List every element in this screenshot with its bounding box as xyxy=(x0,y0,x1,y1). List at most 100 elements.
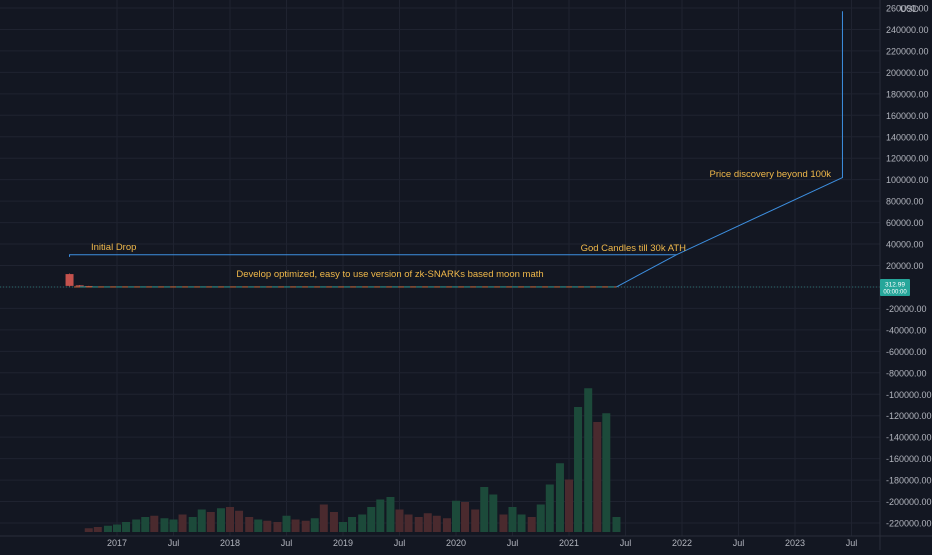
last-price-value: 312.99 xyxy=(885,281,905,288)
annotation-initial-drop: Initial Drop xyxy=(91,242,136,253)
trend-lines[interactable] xyxy=(0,11,880,288)
y-tick-label: -100000.00 xyxy=(886,390,932,400)
volume-bar xyxy=(226,507,234,532)
y-tick-label: 180000.00 xyxy=(886,89,929,99)
grid xyxy=(0,0,880,536)
y-tick-label: 60000.00 xyxy=(886,218,924,228)
candles xyxy=(65,273,93,288)
volume-bar xyxy=(602,413,611,532)
volume-bar xyxy=(160,518,169,532)
candle-body xyxy=(65,274,74,286)
volume-bar xyxy=(235,510,244,532)
x-tick-label: Jul xyxy=(846,538,858,548)
y-tick-label: 140000.00 xyxy=(886,132,929,142)
y-tick-label: -140000.00 xyxy=(886,433,932,443)
volume-bar xyxy=(565,479,573,532)
annotations: Initial Drop God Candles till 30k ATH Pric… xyxy=(91,169,831,280)
volume-bar xyxy=(122,522,131,532)
volume-bar xyxy=(216,508,225,532)
volume-bar xyxy=(404,514,413,532)
volume-bar xyxy=(132,519,141,532)
y-tick-label: 260000.00 xyxy=(886,4,929,14)
y-tick-label: 200000.00 xyxy=(886,68,929,78)
y-tick-label: 20000.00 xyxy=(886,261,924,271)
volume-bar xyxy=(319,504,328,532)
x-tick-label: 2019 xyxy=(333,538,353,548)
volume-bar xyxy=(508,507,517,532)
y-tick-label: -60000.00 xyxy=(886,347,927,357)
volume-bar xyxy=(291,519,300,532)
volume-bar xyxy=(376,499,385,532)
x-tick-label: Jul xyxy=(394,538,406,548)
volume-bar xyxy=(612,517,621,532)
volume-bar xyxy=(310,518,319,532)
y-tick-label: -180000.00 xyxy=(886,476,932,486)
y-tick-label: -220000.00 xyxy=(886,519,932,529)
volume-bar xyxy=(442,518,451,532)
volume-bar xyxy=(141,517,150,532)
volume-bar xyxy=(574,407,583,532)
volume-bar xyxy=(593,422,602,532)
annotation-moon-math: Develop optimized, easy to use version o… xyxy=(236,269,543,280)
y-tick-label: -20000.00 xyxy=(886,304,927,314)
volume-bar xyxy=(423,513,432,532)
volume-bar xyxy=(282,515,291,532)
volume-bar xyxy=(197,509,206,532)
volume-bars xyxy=(84,388,621,532)
moon-math-rise[interactable] xyxy=(616,254,677,288)
y-tick-label: 220000.00 xyxy=(886,46,929,56)
volume-bar xyxy=(113,524,121,532)
y-tick-label: 100000.00 xyxy=(886,175,929,185)
y-tick-label: -40000.00 xyxy=(886,325,927,335)
x-tick-label: 2020 xyxy=(446,538,466,548)
y-tick-label: -200000.00 xyxy=(886,497,932,507)
volume-bar xyxy=(348,517,357,532)
volume-bar xyxy=(517,514,526,532)
x-tick-label: 2017 xyxy=(107,538,127,548)
volume-bar xyxy=(245,517,254,532)
x-tick-label: Jul xyxy=(168,538,180,548)
volume-bar xyxy=(263,520,272,532)
y-tick-label: 160000.00 xyxy=(886,111,929,121)
volume-bar xyxy=(489,494,498,532)
volume-bar xyxy=(555,463,564,532)
price-path-line[interactable] xyxy=(69,11,843,257)
volume-bar xyxy=(254,519,263,532)
time-axis[interactable]: 2017 Jul 2018 Jul 2019 Jul 2020 Jul 2021 Jul 2022 J… xyxy=(0,535,932,548)
x-tick-label: Jul xyxy=(507,538,519,548)
volume-bar xyxy=(584,388,593,532)
volume-bar xyxy=(386,497,395,532)
volume-bar xyxy=(169,519,178,532)
x-tick-label: Jul xyxy=(281,538,293,548)
x-tick-label: 2018 xyxy=(220,538,240,548)
volume-bar xyxy=(527,517,536,532)
y-tick-label: -120000.00 xyxy=(886,411,932,421)
volume-bar xyxy=(480,487,489,532)
volume-bar xyxy=(471,509,480,532)
volume-bar xyxy=(103,525,112,532)
volume-bar xyxy=(367,507,376,532)
x-tick-label: 2022 xyxy=(672,538,692,548)
y-tick-label: -80000.00 xyxy=(886,368,927,378)
volume-bar xyxy=(84,528,93,532)
volume-bar xyxy=(93,527,102,532)
volume-bar xyxy=(178,514,187,532)
volume-bar xyxy=(432,515,441,532)
volume-bar xyxy=(329,512,338,532)
x-tick-label: 2021 xyxy=(559,538,579,548)
volume-bar xyxy=(301,520,310,532)
last-price-countdown: 00:00:00 xyxy=(883,289,907,295)
x-tick-label: 2023 xyxy=(785,538,805,548)
y-tick-label: 80000.00 xyxy=(886,197,924,207)
price-axis[interactable]: 260000.00 240000.00 220000.00 200000.00 1800… xyxy=(879,0,932,550)
volume-bar xyxy=(461,502,470,532)
annotation-god-candles: God Candles till 30k ATH xyxy=(581,243,687,254)
volume-bar xyxy=(395,509,404,532)
currency-label: USD xyxy=(900,4,920,14)
volume-bar xyxy=(150,515,159,532)
y-tick-label: -160000.00 xyxy=(886,454,932,464)
volume-bar xyxy=(414,517,423,532)
annotation-price-discovery: Price discovery beyond 100k xyxy=(710,169,832,180)
